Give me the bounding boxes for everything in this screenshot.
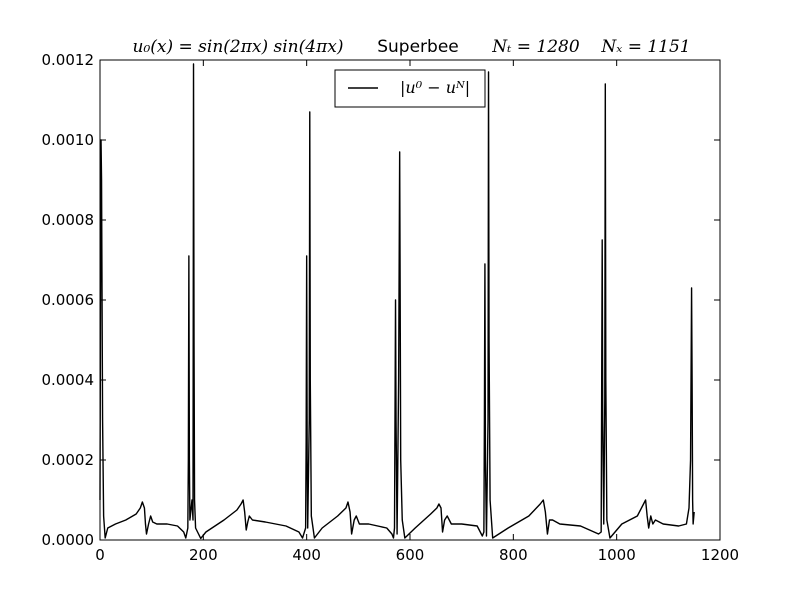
plot-frame xyxy=(99,59,721,541)
title-nx: Nₓ = 1151 xyxy=(600,37,690,57)
y-tick-label: 0.0010 xyxy=(42,131,95,149)
title-initial-condition: u₀(x) = sin(2πx) sin(4πx) xyxy=(133,37,344,57)
x-tick-label: 400 xyxy=(292,546,321,564)
axis-tick-labels: 0 200 400 600 800 1000 1200 0.0000 0.0002 0.0004 0… xyxy=(42,51,740,564)
title-nt: Nₜ = 1280 xyxy=(491,37,580,57)
title-scheme: Superbee xyxy=(377,37,459,57)
legend-label: |u⁰ − uᴺ| xyxy=(400,78,470,97)
y-tick-label: 0.0006 xyxy=(42,291,95,309)
series-layer xyxy=(99,63,695,540)
chart-title: u₀(x) = sin(2πx) sin(4πx) Superbee Nₜ = … xyxy=(133,37,691,57)
legend: |u⁰ − uᴺ| xyxy=(334,69,486,108)
x-tick-label: 0 xyxy=(95,546,105,564)
x-tick-label: 600 xyxy=(396,546,425,564)
x-tick-label: 1200 xyxy=(701,546,739,564)
x-tick-label: 1000 xyxy=(598,546,636,564)
y-tick-label: 0.0000 xyxy=(42,531,95,549)
x-tick-label: 200 xyxy=(189,546,218,564)
y-tick-label: 0.0002 xyxy=(42,451,95,469)
y-tick-label: 0.0004 xyxy=(42,371,95,389)
x-tick-label: 800 xyxy=(499,546,528,564)
series-line-error xyxy=(99,63,695,540)
y-tick-label: 0.0012 xyxy=(42,51,95,69)
y-tick-label: 0.0008 xyxy=(42,211,95,229)
